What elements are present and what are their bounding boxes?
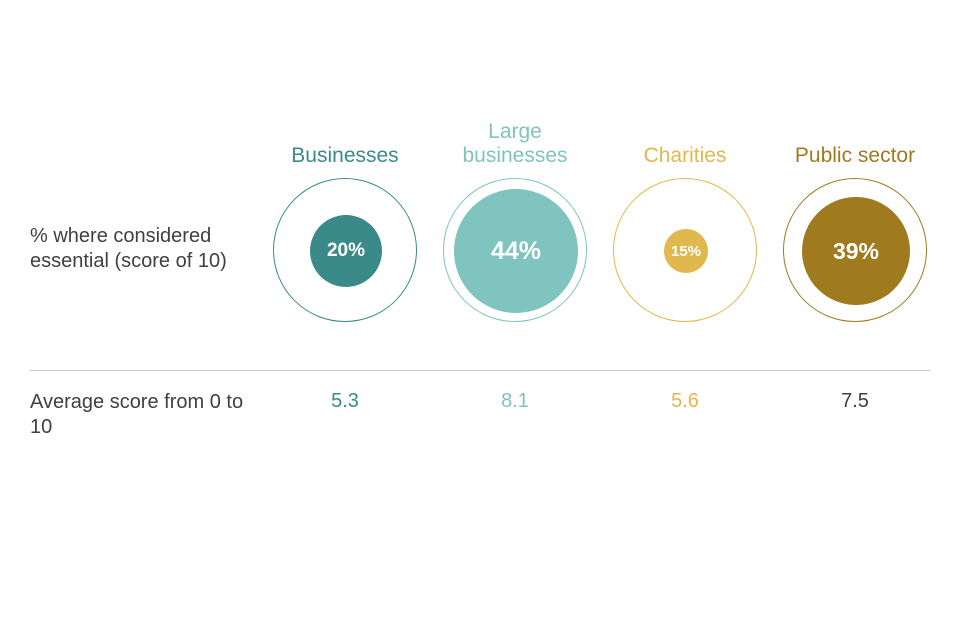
bubble-inner-businesses: 20%: [310, 215, 382, 287]
bubble-outer-public-sector: 39%: [783, 178, 927, 322]
bubbles-cols: 20% 44% 15%: [260, 178, 940, 322]
avg-col-2: 5.6: [600, 390, 770, 413]
title-charities: Charities: [644, 116, 727, 168]
bubble-col-2: 15%: [600, 178, 770, 322]
bubble-col-1: 44%: [430, 178, 600, 322]
bubble-value-businesses: 20%: [327, 240, 365, 262]
bubble-inner-charities: 15%: [664, 229, 708, 273]
divider-rule: [30, 370, 930, 371]
avg-cols: 5.3 8.1 5.6 7.5: [260, 390, 940, 413]
bubble-value-public-sector: 39%: [833, 238, 879, 265]
col-large-businesses: Large businesses: [430, 116, 600, 168]
bubble-inner-public-sector: 39%: [802, 197, 910, 305]
bubble-outer-charities: 15%: [613, 178, 757, 322]
avg-large-businesses: 8.1: [501, 390, 529, 413]
avg-businesses: 5.3: [331, 390, 359, 413]
bubble-inner-large-businesses: 44%: [454, 189, 578, 313]
bubble-value-charities: 15%: [671, 243, 701, 260]
bubble-outer-large-businesses: 44%: [443, 178, 587, 322]
bubble-value-large-businesses: 44%: [491, 237, 541, 266]
col-businesses: Businesses: [260, 116, 430, 168]
titles-cols: Businesses Large businesses Charities Pu…: [260, 116, 940, 168]
avg-public-sector: 7.5: [841, 390, 869, 413]
bubble-outer-businesses: 20%: [273, 178, 417, 322]
title-businesses: Businesses: [291, 116, 398, 168]
bubble-col-3: 39%: [770, 178, 940, 322]
title-large-businesses: Large businesses: [462, 116, 567, 168]
col-public-sector: Public sector: [770, 116, 940, 168]
avg-col-3: 7.5: [770, 390, 940, 413]
avg-col-1: 8.1: [430, 390, 600, 413]
title-public-sector: Public sector: [795, 116, 915, 168]
bubble-col-0: 20%: [260, 178, 430, 322]
chart-container: Businesses Large businesses Charities Pu…: [0, 0, 960, 640]
avg-charities: 5.6: [671, 390, 699, 413]
row1-label: % where considered essential (score of 1…: [30, 224, 250, 274]
row2-label: Average score from 0 to 10: [30, 390, 250, 440]
avg-col-0: 5.3: [260, 390, 430, 413]
col-charities: Charities: [600, 116, 770, 168]
